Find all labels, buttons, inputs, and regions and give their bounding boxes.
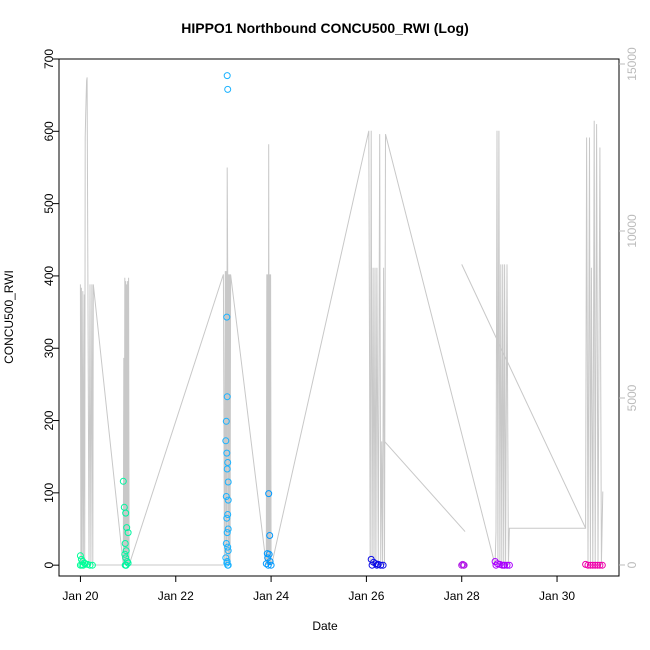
- x-tick-label: Jan 30: [539, 589, 575, 603]
- data-point-series-7: [500, 561, 508, 569]
- data-point-series-4: [267, 561, 275, 569]
- data-point-series-3: [222, 437, 230, 445]
- y-tick-label: 600: [42, 121, 56, 141]
- data-point-series-3: [223, 529, 231, 537]
- axes-layer: 0 100 200 300 400 500 600 700 0 5000 10000 15000 Jan…: [42, 47, 639, 603]
- data-point-series-3: [224, 85, 232, 93]
- y-tick-label: 300: [42, 338, 56, 358]
- data-point-series-2: [121, 550, 129, 558]
- x-tick-label: Jan 26: [348, 589, 384, 603]
- y2-tick-label: 15000: [625, 47, 639, 81]
- plot-frame: [58, 58, 620, 577]
- data-point-series-7: [492, 561, 500, 569]
- data-point-series-4: [262, 560, 270, 568]
- data-point-series-8: [591, 561, 599, 569]
- data-point-series-2: [122, 509, 130, 517]
- y2-tick-label: 10000: [625, 214, 639, 248]
- y-tick-label: 0: [42, 561, 56, 568]
- altitude-layer: [79, 77, 604, 566]
- y-tick-label: 200: [42, 410, 56, 430]
- data-point-series-2: [124, 529, 132, 537]
- data-point-series-2: [121, 561, 129, 569]
- data-point-series-3: [224, 543, 232, 551]
- data-point-series-8: [586, 561, 594, 569]
- data-point-series-1: [86, 561, 94, 569]
- data-point-series-4: [264, 561, 272, 569]
- data-point-series-3: [222, 493, 230, 500]
- data-point-series-3: [223, 313, 231, 321]
- data-point-series-3: [223, 465, 231, 473]
- data-point-series-3: [224, 547, 232, 555]
- data-point-series-8: [596, 561, 604, 569]
- data-point-series-4: [266, 558, 274, 565]
- x-tick-label: Jan 20: [62, 589, 98, 603]
- data-point-series-5: [377, 561, 385, 569]
- data-point-series-6: [460, 561, 468, 569]
- data-point-series-3: [223, 514, 231, 522]
- points-layer: [76, 72, 606, 569]
- x-tick-label: Jan 28: [444, 589, 480, 603]
- data-point-series-7: [503, 561, 511, 569]
- data-point-series-8: [594, 561, 602, 569]
- data-point-series-8: [589, 561, 597, 569]
- y2-tick-label: 5000: [625, 384, 639, 411]
- data-point-series-3: [223, 72, 231, 80]
- data-point-series-2: [123, 558, 131, 565]
- data-point-series-4: [265, 490, 273, 498]
- data-point-series-1: [76, 552, 84, 560]
- data-point-series-3: [222, 554, 230, 562]
- y-tick-label: 100: [42, 483, 56, 503]
- data-point-series-3: [224, 525, 232, 533]
- chart-title: HIPPO1 Northbound CONCU500_RWI (Log): [181, 20, 469, 36]
- y-tick-label: 700: [42, 49, 56, 69]
- altitude-connector-3: [461, 264, 587, 529]
- data-point-series-2: [123, 524, 131, 532]
- data-point-series-4: [265, 550, 273, 558]
- data-point-series-3: [224, 478, 232, 486]
- altitude-connector-2: [384, 441, 466, 532]
- data-point-series-3: [224, 511, 232, 518]
- data-point-series-4: [266, 532, 274, 539]
- data-point-series-6: [458, 561, 466, 569]
- x-axis-label: Date: [312, 619, 338, 633]
- data-point-series-3: [224, 496, 232, 504]
- data-point-series-5: [373, 561, 381, 569]
- data-point-series-3: [222, 540, 230, 547]
- data-point-series-8: [584, 561, 592, 569]
- y-tick-label: 500: [42, 193, 56, 213]
- data-point-series-3: [222, 417, 230, 425]
- data-point-series-2: [119, 477, 127, 485]
- x-tick-label: Jan 22: [158, 589, 194, 603]
- data-point-series-2: [121, 540, 129, 547]
- y-tick-label: 400: [42, 266, 56, 286]
- data-point-series-3: [224, 459, 232, 466]
- data-point-series-6: [459, 560, 467, 568]
- x-tick-label: Jan 24: [253, 589, 289, 603]
- data-point-series-5: [368, 561, 376, 569]
- data-point-series-8: [598, 561, 606, 569]
- data-point-series-3: [223, 393, 231, 401]
- data-point-series-1: [88, 561, 96, 569]
- altitude-series-line: [79, 77, 604, 566]
- data-point-series-3: [224, 561, 232, 569]
- data-point-series-3: [223, 449, 231, 457]
- y2-tick-label: 0: [625, 561, 639, 568]
- data-point-series-1: [79, 561, 87, 569]
- data-point-series-2: [122, 547, 130, 555]
